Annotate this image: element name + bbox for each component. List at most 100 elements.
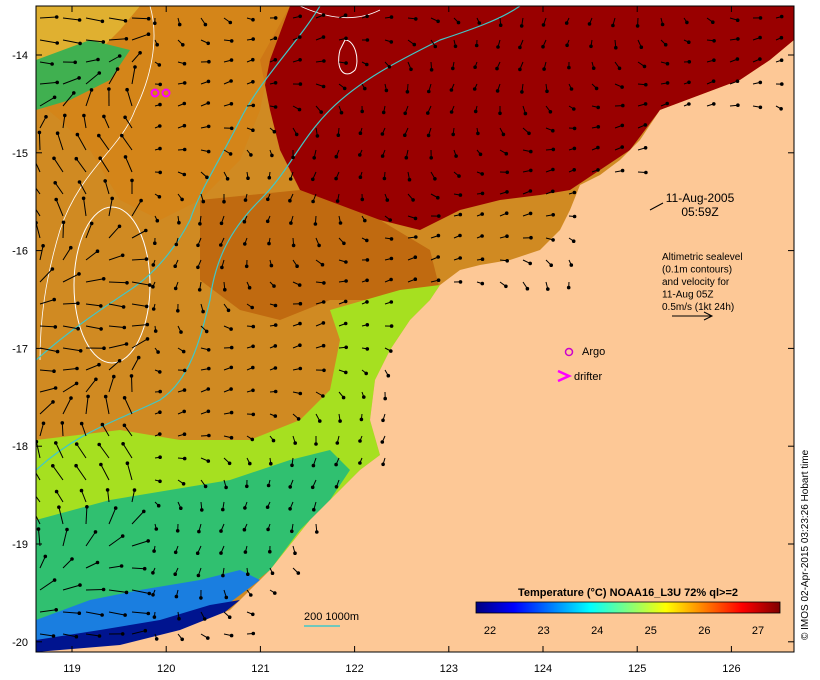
- velocity-arrow: [108, 225, 120, 239]
- velocity-arrow-head: [115, 67, 120, 71]
- velocity-arrow-head: [197, 288, 202, 292]
- velocity-arrow-head: [242, 219, 247, 224]
- velocity-arrow-head: [121, 305, 126, 309]
- velocity-arrow-head: [117, 224, 122, 229]
- velocity-arrow: [131, 357, 140, 371]
- velocity-arrow-head: [364, 371, 369, 376]
- velocity-arrow-head: [79, 488, 84, 493]
- velocity-arrow-head: [687, 60, 692, 64]
- velocity-arrow-head: [451, 66, 455, 71]
- velocity-arrow-head: [542, 67, 546, 71]
- velocity-arrow-head: [181, 349, 186, 354]
- velocity-arrow-head: [617, 66, 622, 71]
- velocity-arrow-head: [505, 259, 510, 263]
- velocity-arrow-head: [596, 105, 601, 110]
- velocity-arrow-head: [620, 85, 624, 89]
- velocity-arrow-head: [196, 265, 200, 270]
- velocity-arrow-head: [76, 326, 80, 331]
- velocity-arrow-head: [221, 507, 225, 512]
- velocity-arrow-head: [219, 551, 223, 555]
- velocity-arrow: [108, 38, 127, 41]
- velocity-arrow-head: [77, 611, 82, 616]
- velocity-arrow-head: [65, 527, 69, 532]
- velocity-arrow: [36, 472, 41, 481]
- velocity-arrow-head: [123, 115, 127, 120]
- velocity-arrow-head: [528, 261, 533, 266]
- velocity-arrow-head: [383, 396, 388, 401]
- velocity-arrow-head: [142, 566, 147, 571]
- velocity-arrow-head: [157, 63, 162, 67]
- velocity-arrow-head: [251, 412, 256, 417]
- velocity-arrow-head: [643, 146, 648, 150]
- velocity-arrow-head: [145, 337, 150, 341]
- velocity-arrow-head: [221, 573, 225, 578]
- velocity-arrow-head: [527, 131, 531, 136]
- velocity-arrow-head: [404, 155, 409, 160]
- velocity-arrow-head: [620, 145, 625, 149]
- velocity-arrow: [99, 157, 110, 173]
- velocity-arrow: [39, 299, 55, 305]
- velocity-arrow-head: [358, 175, 363, 179]
- y-tick-label: -17: [12, 343, 28, 355]
- velocity-arrow-head: [541, 23, 546, 27]
- velocity-arrow: [131, 589, 150, 594]
- velocity-arrow-head: [389, 256, 394, 261]
- velocity-arrow: [105, 396, 110, 415]
- velocity-arrow: [36, 162, 41, 173]
- velocity-arrow-head: [779, 35, 784, 40]
- velocity-arrow-head: [334, 485, 339, 489]
- velocity-arrow-head: [93, 530, 98, 534]
- velocity-arrow-head: [51, 464, 55, 468]
- velocity-arrow: [131, 511, 145, 525]
- velocity-arrow-head: [247, 285, 252, 290]
- velocity-arrow-head: [101, 40, 106, 44]
- velocity-arrow-head: [158, 82, 162, 87]
- velocity-arrow-head: [322, 368, 326, 373]
- velocity-arrow-head: [219, 243, 223, 247]
- velocity-arrow: [85, 396, 89, 415]
- velocity-arrow-head: [315, 134, 320, 138]
- velocity-arrow: [39, 61, 53, 65]
- velocity-arrow-head: [480, 191, 485, 196]
- velocity-arrow: [62, 92, 75, 107]
- green-water-northwest: [36, 40, 130, 110]
- velocity-arrow-head: [182, 456, 187, 461]
- velocity-arrow: [39, 325, 56, 328]
- velocity-arrow-head: [182, 432, 187, 437]
- velocity-arrow-head: [107, 87, 111, 91]
- velocity-arrow: [83, 198, 87, 217]
- velocity-arrow-head: [268, 549, 272, 554]
- velocity-arrow-head: [711, 20, 715, 25]
- argo-float-marker: [150, 88, 160, 98]
- velocity-arrow-head: [251, 103, 256, 108]
- velocity-arrow-head: [196, 573, 201, 578]
- velocity-arrow-head: [243, 550, 248, 554]
- velocity-arrow-head: [29, 200, 32, 203]
- velocity-arrow-head: [343, 321, 348, 326]
- velocity-arrow: [85, 278, 104, 283]
- velocity-arrow-head: [146, 539, 150, 543]
- velocity-arrow: [62, 273, 80, 283]
- velocity-arrow-head: [454, 154, 458, 158]
- date-pointer-line: [649, 202, 664, 211]
- velocity-arrow-head: [251, 388, 255, 393]
- velocity-arrow-head: [384, 88, 389, 93]
- velocity-arrow-head: [251, 128, 255, 132]
- velocity-arrow-head: [344, 345, 349, 350]
- velocity-arrow-head: [151, 284, 155, 289]
- velocity-arrow: [108, 68, 119, 85]
- velocity-arrow-head: [565, 43, 569, 48]
- x-tick-label: 125: [628, 663, 646, 675]
- velocity-arrow-head: [98, 156, 102, 160]
- velocity-arrow-head: [229, 345, 234, 350]
- velocity-arrow: [126, 89, 133, 107]
- velocity-arrow-head: [229, 387, 233, 391]
- velocity-arrow-head: [251, 80, 255, 84]
- velocity-arrow-head: [79, 421, 84, 426]
- velocity-arrow-head: [95, 249, 100, 253]
- velocity-arrow-head: [338, 419, 342, 423]
- velocity-arrow-head: [449, 110, 454, 114]
- time-label: 05:59Z: [681, 205, 718, 219]
- velocity-arrow-head: [153, 21, 157, 26]
- velocity-arrow-head: [229, 126, 234, 131]
